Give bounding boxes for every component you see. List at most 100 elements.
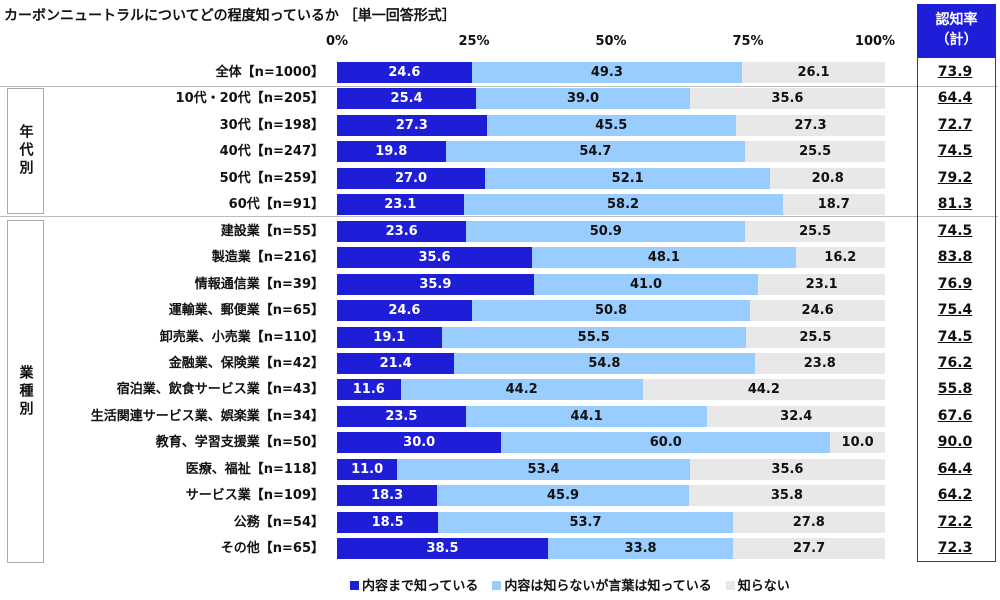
data-label: 35.9	[419, 276, 452, 292]
data-label: 45.5	[595, 117, 628, 133]
bar-segment-unknown: 20.8	[770, 167, 885, 189]
data-label: 30.0	[403, 435, 436, 451]
x-tick-label: 100%	[854, 34, 896, 49]
bar-segment-detail: 18.5	[337, 511, 439, 533]
legend-item: 知らない	[725, 575, 790, 594]
group-label-industry: 業種別	[7, 220, 44, 563]
category-label: 40代【n=247】	[219, 144, 324, 160]
data-label: 25.5	[799, 223, 832, 239]
category-label: 製造業【n=216】	[211, 250, 324, 266]
data-label: 44.2	[505, 382, 538, 398]
data-label: 50.9	[589, 223, 622, 239]
bar-segment-unknown: 25.5	[745, 141, 885, 163]
data-label: 60.0	[649, 435, 682, 451]
bar-segment-unknown: 35.6	[689, 88, 885, 110]
legend-item: 内容まで知っている	[350, 575, 478, 594]
category-label: 60代【n=91】	[228, 197, 324, 213]
data-label: 54.7	[579, 144, 612, 160]
bar-segment-detail: 24.6	[337, 62, 472, 83]
bar-segment-unknown: 35.8	[688, 485, 885, 507]
data-label: 35.6	[771, 91, 804, 107]
legend-swatch	[492, 581, 502, 590]
data-label: 24.6	[801, 303, 834, 319]
awareness-value: 76.2	[937, 354, 973, 371]
data-label: 35.6	[418, 250, 451, 266]
data-label: 26.1	[797, 65, 830, 80]
bar-segment-word: 44.1	[465, 405, 708, 427]
data-label: 11.0	[351, 461, 384, 477]
data-label: 23.6	[385, 223, 418, 239]
category-label: 教育、学習支援業【n=50】	[155, 435, 324, 451]
awareness-value: 72.3	[937, 540, 973, 557]
data-label: 18.5	[371, 514, 404, 530]
awareness-header-line1: 認知率	[935, 12, 978, 28]
bar-segment-unknown: 24.6	[750, 300, 885, 322]
bar-segment-word: 44.2	[400, 379, 643, 401]
bar-segment-word: 45.5	[486, 114, 736, 136]
category-label: 金融業、保険業【n=42】	[168, 355, 324, 371]
awareness-value: 83.8	[937, 249, 973, 266]
chart-title: カーボンニュートラルについてどの程度知っているか ［単一回答形式］	[4, 8, 456, 24]
data-label: 23.1	[384, 197, 417, 213]
bar-segment-word: 39.0	[476, 88, 690, 110]
awareness-value: 72.7	[937, 116, 973, 133]
awareness-value: 72.2	[937, 513, 973, 530]
data-label: 54.8	[588, 355, 621, 371]
category-label: サービス業【n=109】	[185, 488, 324, 504]
data-label: 19.8	[375, 144, 408, 160]
bar-segment-word: 50.8	[471, 300, 751, 322]
bar-segment-unknown: 32.4	[707, 405, 885, 427]
awareness-header-line2: （計）	[935, 32, 978, 48]
bar-segment-word: 60.0	[501, 432, 831, 454]
legend-item: 内容は知らないが言葉は知っている	[492, 575, 712, 594]
bar-segment-unknown: 10.0	[830, 432, 885, 454]
data-label: 45.9	[547, 488, 580, 504]
data-label: 11.6	[352, 382, 385, 398]
bar-segment-detail: 11.6	[337, 379, 401, 401]
awareness-value: 79.2	[937, 169, 973, 186]
bar-segment-word: 52.1	[484, 167, 771, 189]
bar-segment-detail: 35.6	[337, 247, 533, 269]
bar-segment-word: 48.1	[532, 247, 796, 269]
data-label: 44.1	[570, 408, 603, 424]
data-label: 27.8	[792, 514, 825, 530]
legend: 内容まで知っている 内容は知らないが言葉は知っている 知らない	[350, 575, 790, 594]
bar-segment-unknown: 23.8	[754, 352, 885, 374]
category-label: その他【n=65】	[220, 541, 324, 557]
awareness-value: 90.0	[937, 434, 973, 451]
data-label: 58.2	[607, 197, 640, 213]
awareness-value: 73.9	[937, 64, 973, 80]
bar-segment-unknown: 18.7	[782, 194, 885, 216]
awareness-value: 76.9	[937, 275, 973, 292]
bar-segment-unknown: 25.5	[745, 326, 885, 348]
x-tick-label: 25%	[458, 34, 490, 49]
bar-segment-unknown: 44.2	[642, 379, 885, 401]
bar-segment-detail: 21.4	[337, 352, 455, 374]
legend-label: 知らない	[737, 579, 790, 594]
data-label: 19.1	[373, 329, 406, 345]
bar-segment-word: 33.8	[547, 538, 734, 560]
data-label: 23.8	[803, 355, 836, 371]
bar-segment-unknown: 27.7	[733, 538, 885, 560]
awareness-value: 55.8	[937, 381, 973, 398]
data-label: 25.4	[390, 91, 423, 107]
bar-segment-detail: 35.9	[337, 273, 534, 295]
x-tick-label: 0%	[325, 34, 349, 49]
data-label: 35.8	[770, 488, 803, 504]
bar-segment-detail: 38.5	[337, 538, 548, 560]
bar-segment-word: 58.2	[463, 194, 783, 216]
bar-segment-detail: 23.6	[337, 220, 467, 242]
x-tick-label: 75%	[732, 34, 764, 49]
data-label: 49.3	[590, 65, 623, 80]
category-label: 30代【n=198】	[219, 117, 324, 133]
legend-swatch	[725, 581, 735, 590]
category-label: 情報通信業【n=39】	[194, 276, 324, 292]
category-label: 全体【n=1000】	[215, 65, 324, 80]
data-label: 23.1	[805, 276, 838, 292]
bar-segment-detail: 25.4	[337, 88, 477, 110]
awareness-value: 74.5	[937, 222, 973, 239]
bar-segment-detail: 19.1	[337, 326, 442, 348]
bar-segment-unknown: 27.8	[732, 511, 885, 533]
category-label: 50代【n=259】	[219, 170, 324, 186]
awareness-value: 74.5	[937, 328, 973, 345]
